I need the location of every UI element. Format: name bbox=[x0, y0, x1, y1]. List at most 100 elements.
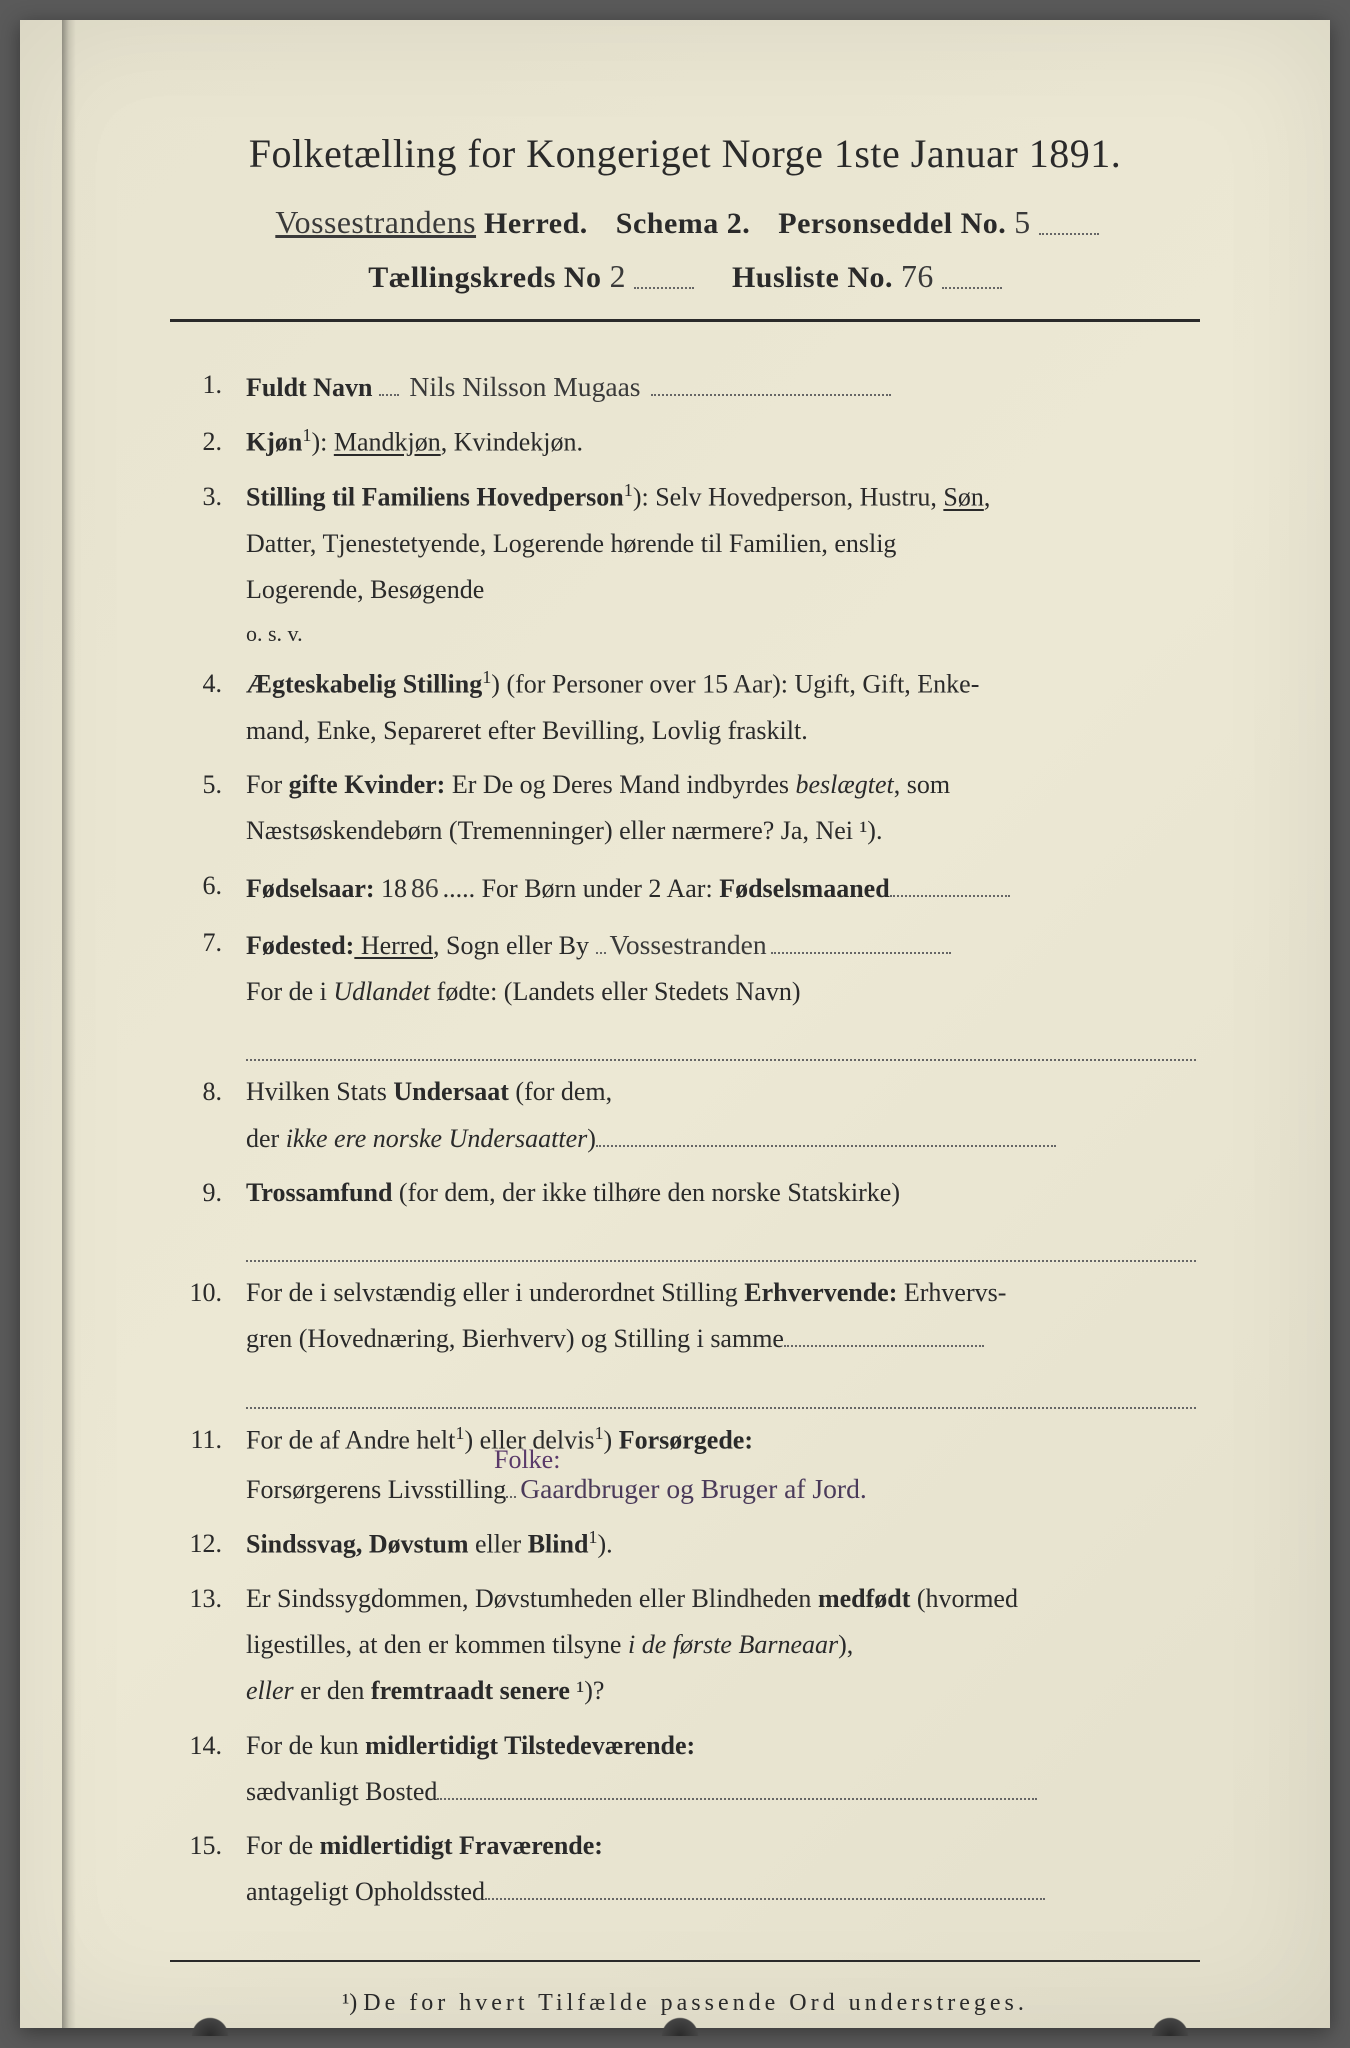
item-3: 3. Stilling til Familiens Hovedperson1):… bbox=[174, 474, 1196, 653]
option-underlined: Herred bbox=[354, 931, 433, 960]
continuation: Næstsøskendebørn (Tremenninger) eller næ… bbox=[246, 808, 1196, 854]
item-content: Fødested: Herred, Sogn eller By Vossestr… bbox=[246, 920, 1196, 1062]
text: eller bbox=[469, 1529, 528, 1558]
label: Fødselsmaaned bbox=[719, 874, 889, 903]
text: , som bbox=[894, 770, 950, 799]
item-6: 6. Fødselsaar: 1886..... For Børn under … bbox=[174, 863, 1196, 912]
item-content: Stilling til Familiens Hovedperson1): Se… bbox=[246, 474, 1196, 653]
herred-label: Herred. bbox=[484, 207, 588, 241]
sup: 1 bbox=[594, 1423, 603, 1443]
dotted-fill bbox=[942, 259, 1002, 289]
schema-label: Schema 2. bbox=[616, 207, 751, 241]
continuation: For de i Udlandet fødte: (Landets eller … bbox=[246, 969, 1196, 1015]
divider-top bbox=[170, 319, 1200, 322]
main-title: Folketælling for Kongeriget Norge 1ste J… bbox=[170, 130, 1200, 177]
text: For de bbox=[246, 1831, 320, 1860]
dotted-fill bbox=[651, 394, 891, 396]
divider-bottom bbox=[170, 1960, 1200, 1962]
item-num: 3. bbox=[174, 474, 222, 653]
text: ): bbox=[311, 428, 333, 457]
text: Er De og Deres Mand indbyrdes bbox=[445, 770, 795, 799]
dotted-line bbox=[246, 1381, 1196, 1409]
handwritten: Vossestranden bbox=[606, 929, 771, 960]
label: midlertidigt Fraværende: bbox=[320, 1831, 603, 1860]
text: antageligt Opholdssted bbox=[246, 1877, 485, 1906]
item-5: 5. For gifte Kvinder: Er De og Deres Man… bbox=[174, 762, 1196, 855]
item-content: Fuldt Navn Nils Nilsson Mugaas bbox=[246, 362, 1196, 411]
kreds-line: Tællingskreds No 2 Husliste No. 76 bbox=[170, 257, 1200, 295]
italic-text: beslægtet bbox=[796, 770, 894, 799]
item-num: 5. bbox=[174, 762, 222, 855]
person-no: 5 bbox=[1010, 205, 1034, 241]
text: (for dem, bbox=[509, 1077, 612, 1106]
text: , bbox=[984, 483, 991, 512]
text: ) bbox=[604, 1425, 619, 1454]
continuation: Logerende, Besøgende bbox=[246, 567, 1196, 613]
text: For bbox=[246, 770, 289, 799]
item-content: Sindssvag, Døvstum eller Blind1). bbox=[246, 1521, 1196, 1568]
item-num: 8. bbox=[174, 1069, 222, 1162]
label: Fuldt Navn bbox=[246, 373, 372, 402]
continuation: antageligt Opholdssted bbox=[246, 1869, 1196, 1915]
text: Er Sindssygdommen, Døvstumheden eller Bl… bbox=[246, 1584, 818, 1613]
text: sædvanligt Bosted bbox=[246, 1777, 437, 1806]
stamp-text: Folke: bbox=[494, 1437, 560, 1483]
text: For de kun bbox=[246, 1731, 365, 1760]
item-num: 14. bbox=[174, 1723, 222, 1816]
label: Stilling til Familiens Hovedperson bbox=[246, 483, 624, 512]
text: ): Selv Hovedperson, Hustru, bbox=[633, 483, 944, 512]
text: gren (Hovednæring, Bierhverv) og Stillin… bbox=[246, 1324, 784, 1353]
item-content: Ægteskabelig Stilling1) (for Personer ov… bbox=[246, 661, 1196, 754]
handwritten-name: Nils Nilsson Mugaas bbox=[405, 371, 644, 402]
text: ..... For Børn under 2 Aar: bbox=[443, 874, 720, 903]
husliste-no: 76 bbox=[897, 259, 938, 295]
item-num: 7. bbox=[174, 920, 222, 1062]
item-15: 15. For de midlertidigt Fraværende: anta… bbox=[174, 1823, 1196, 1916]
text: (hvormed bbox=[910, 1584, 1018, 1613]
label: midlertidigt Tilstedeværende: bbox=[365, 1731, 695, 1760]
label: Forsørgede: bbox=[619, 1425, 753, 1454]
item-13: 13. Er Sindssygdommen, Døvstumheden elle… bbox=[174, 1576, 1196, 1715]
label: Sindssvag, Døvstum bbox=[246, 1529, 469, 1558]
item-content: For de i selvstændig eller i underordnet… bbox=[246, 1270, 1196, 1409]
item-num: 9. bbox=[174, 1170, 222, 1262]
dotted-line bbox=[246, 1033, 1196, 1061]
kreds-label: Tællingskreds No bbox=[368, 261, 601, 295]
item-8: 8. Hvilken Stats Undersaat (for dem, der… bbox=[174, 1069, 1196, 1162]
page-tear bbox=[180, 1986, 240, 2036]
item-content: For de midlertidigt Fraværende: antageli… bbox=[246, 1823, 1196, 1916]
item-num: 15. bbox=[174, 1823, 222, 1916]
handwritten: Gaardbruger og Bruger af Jord. bbox=[516, 1473, 871, 1504]
item-content: For gifte Kvinder: Er De og Deres Mand i… bbox=[246, 762, 1196, 855]
dotted-fill bbox=[506, 1496, 516, 1498]
continuation: o. s. v. bbox=[246, 614, 1196, 653]
text: For de af Andre helt bbox=[246, 1425, 455, 1454]
sup: 1 bbox=[482, 667, 491, 687]
label: Erhvervende: bbox=[744, 1278, 897, 1307]
item-content: Er Sindssygdommen, Døvstumheden eller Bl… bbox=[246, 1576, 1196, 1715]
sup: 1 bbox=[588, 1527, 597, 1547]
page-tear bbox=[1140, 1986, 1200, 2036]
dotted-fill bbox=[596, 952, 606, 954]
item-num: 10. bbox=[174, 1270, 222, 1409]
dotted-fill bbox=[596, 1145, 1056, 1147]
item-num: 11. bbox=[174, 1417, 222, 1513]
continuation: sædvanligt Bosted bbox=[246, 1769, 1196, 1815]
item-content: For de kun midlertidigt Tilstedeværende:… bbox=[246, 1723, 1196, 1816]
continuation: der ikke ere norske Undersaatter) bbox=[246, 1116, 1196, 1162]
dotted-line bbox=[246, 1234, 1196, 1262]
year-handwritten: 86 bbox=[407, 872, 443, 903]
dotted-fill bbox=[379, 394, 399, 396]
item-11: 11. For de af Andre helt1) eller delvis1… bbox=[174, 1417, 1196, 1513]
item-num: 4. bbox=[174, 661, 222, 754]
label: Kjøn bbox=[246, 428, 302, 457]
text: , Kvindekjøn. bbox=[441, 428, 583, 457]
item-10: 10. For de i selvstændig eller i underor… bbox=[174, 1270, 1196, 1409]
item-content: Trossamfund (for dem, der ikke tilhøre d… bbox=[246, 1170, 1196, 1262]
dotted-fill bbox=[634, 259, 694, 289]
item-num: 6. bbox=[174, 863, 222, 912]
text: ) (for Personer over 15 Aar): Ugift, Gif… bbox=[491, 669, 979, 698]
text: Forsørgerens Livsstilling bbox=[246, 1475, 506, 1504]
dotted-fill bbox=[1039, 205, 1099, 235]
item-4: 4. Ægteskabelig Stilling1) (for Personer… bbox=[174, 661, 1196, 754]
